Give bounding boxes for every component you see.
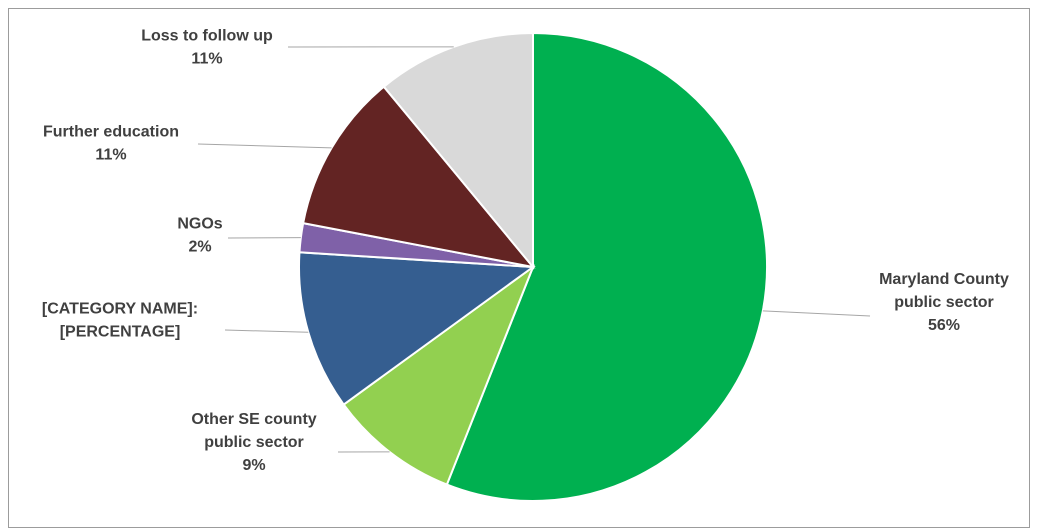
slice-label-4: Further education [43, 124, 179, 141]
leader-line-0 [763, 311, 870, 316]
slice-label-3: NGOs [177, 216, 222, 233]
slice-label-2: [CATEGORY NAME]: [42, 301, 198, 318]
slice-label-1: Other SE county [191, 411, 316, 428]
leader-line-4 [198, 144, 332, 148]
slice-percent-5: 11% [191, 51, 222, 68]
slice-percent-3: 2% [188, 239, 211, 256]
slice-label-2: [PERCENTAGE] [60, 324, 181, 341]
slice-label-1: public sector [204, 434, 304, 451]
slice-percent-1: 9% [242, 457, 265, 474]
leader-line-2 [225, 330, 308, 332]
pie-chart: Maryland County public sector 56% Other SE … [0, 0, 1038, 517]
slice-percent-4: 11% [95, 147, 126, 164]
slice-label-5: Loss to follow up [141, 28, 273, 45]
slice-label-0: Maryland County [879, 271, 1009, 288]
slice-percent-0: 56% [928, 317, 960, 334]
pie-slices [299, 33, 767, 501]
slice-label-0: public sector [894, 294, 994, 311]
